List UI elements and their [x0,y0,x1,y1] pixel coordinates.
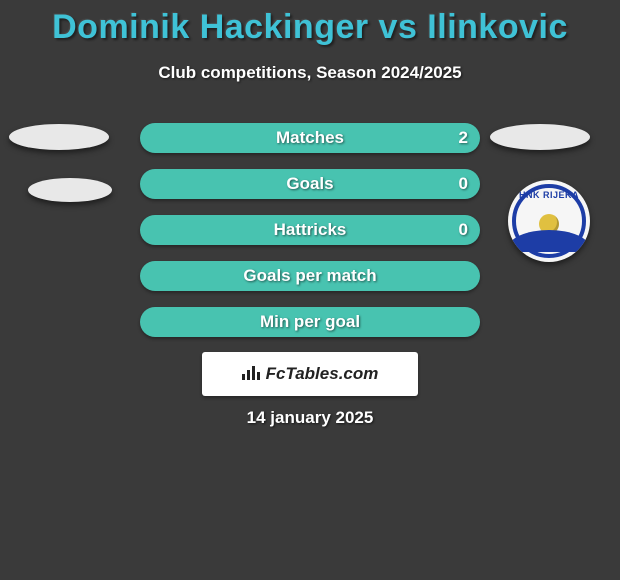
stat-label: Matches [276,128,344,148]
attribution-text: FcTables.com [242,364,379,385]
attribution-label: FcTables.com [266,364,379,384]
stat-value-right: 2 [459,123,468,153]
right-team-ellipse-1 [490,124,590,150]
date-text: 14 january 2025 [0,408,620,428]
bars-icon [242,364,262,385]
stat-row-goals: Goals 0 [140,169,480,199]
stat-row-goals-per-match: Goals per match [140,261,480,291]
stat-row-min-per-goal: Min per goal [140,307,480,337]
comparison-card: Dominik Hackinger vs Ilinkovic Club comp… [0,0,620,580]
stat-label: Min per goal [260,312,360,332]
subtitle: Club competitions, Season 2024/2025 [0,63,620,83]
stat-row-hattricks: Hattricks 0 [140,215,480,245]
stat-label: Goals [286,174,333,194]
stat-value-right: 0 [459,215,468,245]
club-badge-rijeka: HNK RIJEKA [508,180,590,262]
page-title: Dominik Hackinger vs Ilinkovic [0,0,620,47]
stat-row-matches: Matches 2 [140,123,480,153]
left-team-ellipse-2 [28,178,112,202]
stats-list: Matches 2 Goals 0 Hattricks 0 Goals per … [140,123,480,353]
stat-value-right: 0 [459,169,468,199]
attribution-box: FcTables.com [202,352,418,396]
left-team-ellipse-1 [9,124,109,150]
stat-label: Hattricks [274,220,347,240]
stat-label: Goals per match [243,266,376,286]
badge-text: HNK RIJEKA [508,190,590,200]
